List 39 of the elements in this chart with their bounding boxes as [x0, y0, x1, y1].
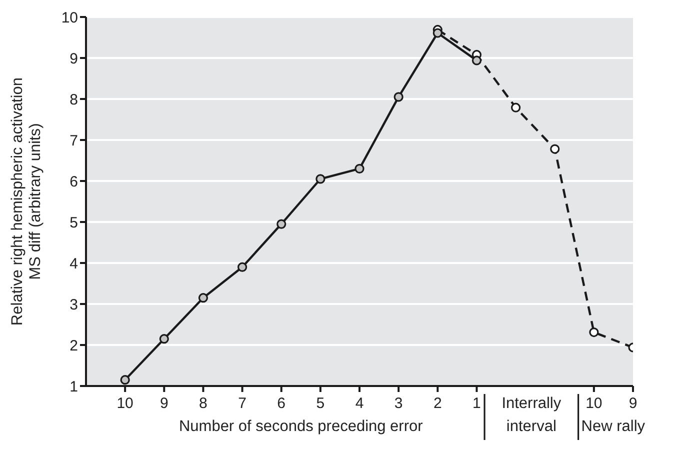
- point: [237, 262, 248, 272]
- y-tick-label: 10: [61, 9, 78, 26]
- y-tick-label: 1: [70, 378, 78, 396]
- y-tick-label: 4: [70, 255, 78, 272]
- y-tick-label: 9: [70, 50, 78, 68]
- point: [510, 102, 521, 112]
- text: Interrally interval: [502, 395, 562, 435]
- x-tick-label: 4: [355, 395, 364, 412]
- x-tick-label: 10: [116, 395, 134, 412]
- point: [394, 92, 404, 102]
- x-tick-label: 2: [433, 395, 442, 412]
- x-tick-label: 9: [628, 395, 638, 412]
- text: New rally: [581, 418, 646, 435]
- x-tick-label: 1: [472, 395, 481, 412]
- point: [120, 375, 130, 385]
- x-tick-label: 6: [277, 395, 286, 412]
- x-tick-label: 3: [394, 395, 403, 412]
- x-tick-label: 7: [238, 395, 246, 412]
- point: [276, 219, 286, 229]
- x-tick-label: 8: [199, 395, 208, 412]
- y-axis-title: Relative right hemispheric activation MS diff (arbitrary units): [9, 77, 44, 326]
- y-tick-label: 8: [70, 91, 78, 108]
- x-tick-label: 5: [316, 395, 325, 412]
- y-tick-label: 6: [70, 173, 78, 190]
- point: [432, 28, 442, 38]
- point: [198, 293, 208, 303]
- point: [550, 144, 560, 154]
- point: [354, 164, 364, 174]
- y-tick-label: 7: [70, 132, 78, 150]
- point: [316, 174, 326, 184]
- y-tick-label: 5: [70, 214, 78, 232]
- point: [472, 56, 482, 66]
- point: [589, 327, 599, 338]
- x-tick-label: 9: [160, 395, 168, 412]
- y-tick-label: 2: [70, 337, 78, 354]
- y-tick-label: 3: [70, 296, 78, 314]
- point: [159, 334, 169, 344]
- x-axis-title: Number of seconds preceding error: [178, 418, 423, 435]
- x-tick-label: 10: [586, 395, 602, 412]
